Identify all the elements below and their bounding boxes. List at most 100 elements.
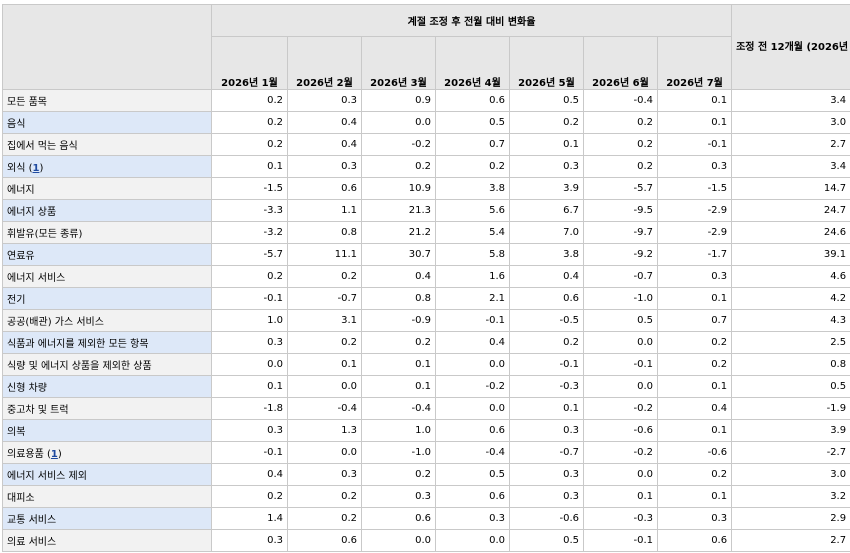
monthly-change-cell: 0.2 bbox=[509, 331, 584, 354]
monthly-change-cell: 0.1 bbox=[656, 419, 733, 442]
monthly-change-cell: -0.2 bbox=[583, 397, 658, 420]
row-label-cell: 외식 (1) bbox=[2, 155, 212, 178]
row-label: 식량 및 에너지 상품을 제외한 상품 bbox=[7, 361, 152, 372]
row-label: 대피소 bbox=[7, 493, 35, 504]
unadjusted-12m-cell: 14.7 bbox=[731, 177, 850, 200]
monthly-change-cell: 0.1 bbox=[656, 485, 733, 508]
unadjusted-header: 조정 전 12개월 (2026년 7월 종료 ) bbox=[731, 4, 850, 90]
monthly-change-cell: 0.2 bbox=[361, 155, 436, 178]
row-label: 연료유 bbox=[7, 251, 35, 262]
monthly-change-cell: 0.2 bbox=[287, 485, 362, 508]
row-label-cell: 전기 bbox=[2, 287, 212, 310]
unadjusted-12m-cell: 3.0 bbox=[731, 463, 850, 486]
footnote-link[interactable]: 1 bbox=[50, 449, 58, 460]
monthly-change-cell: 30.7 bbox=[361, 243, 436, 266]
monthly-change-cell: -0.4 bbox=[361, 397, 436, 420]
monthly-change-cell: 0.6 bbox=[361, 507, 436, 530]
monthly-change-cell: 0.3 bbox=[361, 485, 436, 508]
monthly-change-cell: 5.8 bbox=[435, 243, 510, 266]
monthly-change-cell: 0.7 bbox=[656, 309, 733, 332]
monthly-change-cell: 0.6 bbox=[656, 529, 733, 552]
monthly-change-cell: 0.5 bbox=[583, 309, 658, 332]
row-label-cell: 의복 bbox=[2, 419, 212, 442]
monthly-change-cell: 0.0 bbox=[435, 397, 510, 420]
monthly-change-cell: 10.9 bbox=[361, 177, 436, 200]
unadjusted-12m-cell: -1.9 bbox=[731, 397, 850, 420]
monthly-change-cell: -3.3 bbox=[211, 199, 288, 222]
table-row: 대피소 0.2 0.2 0.3 0.6 0.3 0.1 0.1 3.2 bbox=[2, 485, 850, 508]
unadjusted-12m-cell: 3.9 bbox=[731, 419, 850, 442]
table-row: 의복 0.3 1.3 1.0 0.6 0.3 -0.6 0.1 3.9 bbox=[2, 419, 850, 442]
monthly-change-cell: 0.4 bbox=[287, 133, 362, 156]
table-row: 전기 -0.1 -0.7 0.8 2.1 0.6 -1.0 0.1 4.2 bbox=[2, 287, 850, 310]
monthly-change-cell: 0.3 bbox=[509, 485, 584, 508]
monthly-change-cell: -0.3 bbox=[509, 375, 584, 398]
monthly-change-cell: -0.1 bbox=[211, 441, 288, 464]
table-row: 모든 품목 0.2 0.3 0.9 0.6 0.5 -0.4 0.1 3.4 bbox=[2, 89, 850, 112]
monthly-change-cell: 0.3 bbox=[435, 507, 510, 530]
monthly-change-cell: -0.4 bbox=[435, 441, 510, 464]
monthly-change-cell: -1.7 bbox=[656, 243, 733, 266]
monthly-change-cell: -0.2 bbox=[435, 375, 510, 398]
monthly-change-cell: 0.0 bbox=[287, 375, 362, 398]
monthly-change-cell: 0.6 bbox=[509, 287, 584, 310]
monthly-change-cell: 0.3 bbox=[509, 419, 584, 442]
monthly-change-cell: 0.9 bbox=[361, 89, 436, 112]
monthly-change-cell: 0.0 bbox=[583, 331, 658, 354]
monthly-change-cell: -0.7 bbox=[583, 265, 658, 288]
row-label: 에너지 bbox=[7, 185, 35, 196]
footnote-link[interactable]: 1 bbox=[32, 163, 40, 174]
monthly-change-cell: 0.1 bbox=[361, 375, 436, 398]
row-label: 중고차 및 트럭 bbox=[7, 405, 69, 416]
monthly-change-cell: 5.6 bbox=[435, 199, 510, 222]
unadjusted-12m-cell: 4.3 bbox=[731, 309, 850, 332]
unadjusted-12m-cell: 3.4 bbox=[731, 155, 850, 178]
table-body: 모든 품목 0.2 0.3 0.9 0.6 0.5 -0.4 0.1 3.4 음식 0.2 0.4 0.… bbox=[2, 89, 850, 552]
monthly-change-cell: 3.8 bbox=[509, 243, 584, 266]
cpi-table: 계절 조정 후 전월 대비 변화율 조정 전 12개월 (2026년 7월 종료… bbox=[2, 4, 850, 552]
row-label: 외식 bbox=[7, 163, 26, 174]
unadjusted-12m-cell: 3.2 bbox=[731, 485, 850, 508]
row-label-cell: 중고차 및 트럭 bbox=[2, 397, 212, 420]
monthly-change-cell: 0.1 bbox=[211, 375, 288, 398]
row-label-cell: 식품과 에너지를 제외한 모든 항목 bbox=[2, 331, 212, 354]
row-label: 에너지 서비스 제외 bbox=[7, 471, 87, 482]
unadjusted-12m-cell: 2.5 bbox=[731, 331, 850, 354]
monthly-change-cell: -0.7 bbox=[509, 441, 584, 464]
monthly-change-cell: 0.3 bbox=[509, 155, 584, 178]
monthly-change-cell: 0.0 bbox=[211, 353, 288, 376]
monthly-change-cell: -3.2 bbox=[211, 221, 288, 244]
row-label: 신형 차량 bbox=[7, 383, 47, 394]
group-header: 계절 조정 후 전월 대비 변화율 bbox=[210, 4, 733, 37]
monthly-change-cell: 0.1 bbox=[656, 287, 733, 310]
monthly-change-cell: 0.1 bbox=[656, 375, 733, 398]
monthly-change-cell: 1.0 bbox=[361, 419, 436, 442]
monthly-change-cell: 1.0 bbox=[211, 309, 288, 332]
monthly-change-cell: 21.2 bbox=[361, 221, 436, 244]
row-label-cell: 휘발유(모든 종류) bbox=[2, 221, 212, 244]
row-label: 음식 bbox=[7, 119, 26, 130]
monthly-change-cell: 0.1 bbox=[287, 353, 362, 376]
row-label: 의복 bbox=[7, 427, 26, 438]
table-row: 식량 및 에너지 상품을 제외한 상품 0.0 0.1 0.1 0.0 -0.1 -0.1 0… bbox=[2, 353, 850, 376]
unadjusted-12m-cell: -2.7 bbox=[731, 441, 850, 464]
month-header: 2026년 3월 bbox=[361, 36, 436, 90]
row-label-cell: 에너지 서비스 bbox=[2, 265, 212, 288]
monthly-change-cell: 0.3 bbox=[211, 331, 288, 354]
monthly-change-cell: 0.0 bbox=[583, 463, 658, 486]
month-header: 2026년 1월 bbox=[211, 36, 288, 90]
monthly-change-cell: 0.3 bbox=[287, 89, 362, 112]
table-row: 에너지 -1.5 0.6 10.9 3.8 3.9 -5.7 -1.5 14.7 bbox=[2, 177, 850, 200]
month-header: 2026년 5월 bbox=[509, 36, 584, 90]
month-header: 2026년 4월 bbox=[435, 36, 510, 90]
monthly-change-cell: 0.3 bbox=[287, 463, 362, 486]
monthly-change-cell: 0.5 bbox=[509, 89, 584, 112]
monthly-change-cell: -0.1 bbox=[656, 133, 733, 156]
monthly-change-cell: 5.4 bbox=[435, 221, 510, 244]
table-row: 에너지 상품 -3.3 1.1 21.3 5.6 6.7 -9.5 -2.9 24.7 bbox=[2, 199, 850, 222]
monthly-change-cell: 0.1 bbox=[509, 397, 584, 420]
monthly-change-cell: -2.9 bbox=[656, 199, 733, 222]
unadjusted-12m-cell: 0.5 bbox=[731, 375, 850, 398]
monthly-change-cell: 0.4 bbox=[435, 331, 510, 354]
monthly-change-cell: 2.1 bbox=[435, 287, 510, 310]
